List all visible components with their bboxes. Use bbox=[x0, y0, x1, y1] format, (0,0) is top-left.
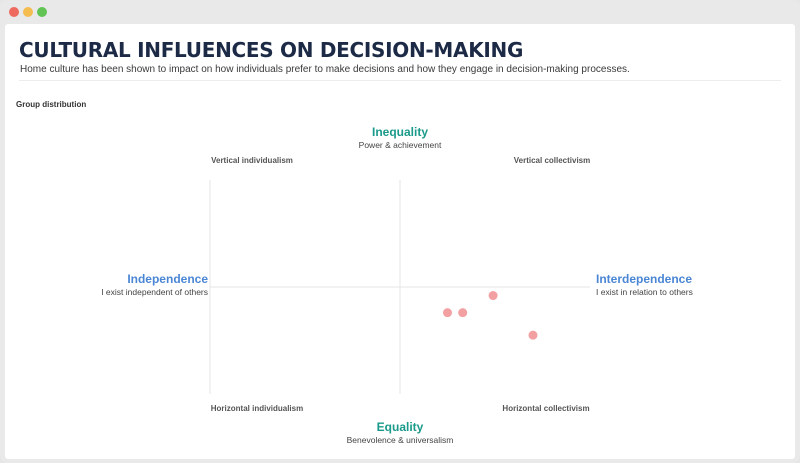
page-subtitle: Home culture has been shown to impact on… bbox=[20, 64, 630, 75]
close-window-button[interactable] bbox=[9, 7, 19, 17]
header-divider bbox=[19, 80, 781, 81]
quadrant-label-horizontal-collectivism: Horizontal collectivism bbox=[502, 404, 589, 413]
axis-top-subtitle: Power & achievement bbox=[359, 140, 442, 150]
dashboard-content: CULTURAL INFLUENCES ON DECISION-MAKING H… bbox=[5, 24, 795, 459]
data-point-1[interactable] bbox=[488, 291, 498, 301]
quadrant-label-horizontal-individualism: Horizontal individualism bbox=[211, 404, 303, 413]
data-point-3[interactable] bbox=[458, 308, 468, 318]
group-distribution-label: Group distribution bbox=[16, 100, 87, 109]
window-titlebar bbox=[0, 0, 800, 24]
axis-bottom-title: Equality bbox=[377, 420, 424, 434]
points-layer bbox=[443, 291, 538, 340]
axis-right-subtitle: I exist in relation to others bbox=[596, 287, 693, 297]
quadrant-label-vertical-collectivism: Vertical collectivism bbox=[514, 156, 591, 165]
axis-left-subtitle: I exist independent of others bbox=[101, 287, 208, 297]
axis-right-title: Interdependence bbox=[596, 272, 692, 286]
axis-left-title: Independence bbox=[127, 272, 208, 286]
axis-top-title: Inequality bbox=[372, 125, 428, 139]
minimize-window-button[interactable] bbox=[23, 7, 33, 17]
data-point-2[interactable] bbox=[443, 308, 452, 318]
data-point-4[interactable] bbox=[528, 330, 538, 340]
maximize-window-button[interactable] bbox=[37, 7, 47, 17]
culture-quadrant-chart: Inequality Power & achievement Equality … bbox=[101, 125, 693, 445]
axis-bottom-subtitle: Benevolence & universalism bbox=[347, 435, 454, 445]
quadrant-label-vertical-individualism: Vertical individualism bbox=[211, 156, 293, 165]
page-title: CULTURAL INFLUENCES ON DECISION-MAKING bbox=[19, 38, 524, 62]
